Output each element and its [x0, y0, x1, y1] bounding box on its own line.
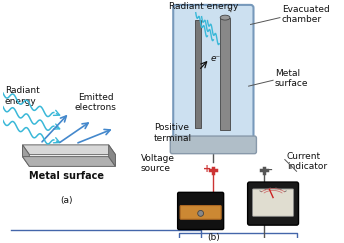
Text: Evacuated
chamber: Evacuated chamber — [282, 5, 330, 24]
Circle shape — [198, 210, 204, 216]
FancyBboxPatch shape — [170, 136, 256, 154]
Bar — [195, 20, 201, 128]
Text: (b): (b) — [207, 233, 220, 242]
Polygon shape — [22, 156, 116, 166]
Ellipse shape — [220, 15, 230, 20]
Text: Metal
surface: Metal surface — [275, 69, 309, 88]
Text: −: − — [265, 165, 273, 174]
Text: Radiant
energy: Radiant energy — [5, 86, 40, 105]
FancyBboxPatch shape — [180, 206, 221, 219]
Text: Emitted
electrons: Emitted electrons — [75, 93, 117, 112]
FancyBboxPatch shape — [252, 189, 294, 216]
Text: Positive
terminal: Positive terminal — [154, 123, 192, 143]
Text: Voltage
source: Voltage source — [141, 154, 175, 173]
Text: e⁻: e⁻ — [211, 54, 221, 63]
Polygon shape — [109, 145, 116, 166]
Bar — [220, 18, 230, 130]
Polygon shape — [22, 145, 116, 155]
FancyBboxPatch shape — [178, 192, 224, 230]
Text: (a): (a) — [60, 196, 73, 205]
Polygon shape — [22, 145, 29, 166]
FancyBboxPatch shape — [173, 5, 254, 143]
Text: Current
indicator: Current indicator — [287, 152, 327, 171]
Text: Radiant energy: Radiant energy — [169, 2, 238, 11]
Text: Metal surface: Metal surface — [29, 171, 104, 181]
FancyBboxPatch shape — [248, 182, 299, 225]
Text: +: + — [203, 165, 212, 174]
